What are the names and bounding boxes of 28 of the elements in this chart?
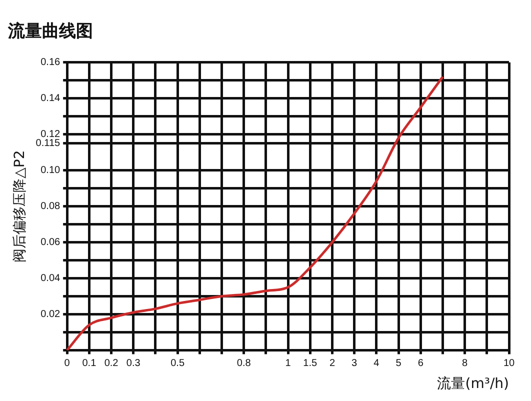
x-tick-label: 0.5 — [170, 358, 185, 369]
x-axis-title: 流量(m³/h) — [437, 376, 509, 392]
x-tick-label: 0.2 — [104, 358, 119, 369]
y-tick-label: 0.10 — [40, 165, 61, 176]
x-tick-label: 6 — [418, 358, 424, 369]
x-tick-label: 4 — [374, 358, 380, 369]
x-tick-label: 0.8 — [236, 358, 252, 369]
x-tick-label: 0.1 — [82, 358, 97, 369]
y-axis-title: 阀后偏移压降△P2 — [12, 150, 28, 262]
x-tick-label: 0.3 — [126, 358, 141, 369]
x-tick-label: 1 — [285, 358, 292, 369]
x-tick-label: 0 — [64, 358, 70, 369]
y-tick-label: 0.16 — [40, 57, 61, 68]
x-tick-label: 8 — [462, 358, 468, 369]
x-tick-label: 3 — [352, 358, 358, 369]
y-tick-label: 0.04 — [40, 273, 61, 284]
line-series — [66, 76, 444, 350]
y-tick-label: 0.02 — [40, 308, 61, 320]
x-tick-label: 5 — [396, 358, 402, 369]
chart-title: 流量曲线图 — [7, 22, 93, 42]
x-tick-label: 10 — [503, 358, 515, 369]
y-tick-label: 0.115 — [36, 138, 61, 150]
y-tick-label: 0.12 — [40, 129, 61, 140]
x-tick-label: 2 — [329, 358, 336, 369]
y-tick-label: 0.06 — [40, 237, 61, 248]
y-tick-label: 0.08 — [40, 201, 61, 212]
x-tick-label: 1.5 — [303, 358, 318, 369]
y-tick-label: 0.14 — [40, 93, 61, 104]
